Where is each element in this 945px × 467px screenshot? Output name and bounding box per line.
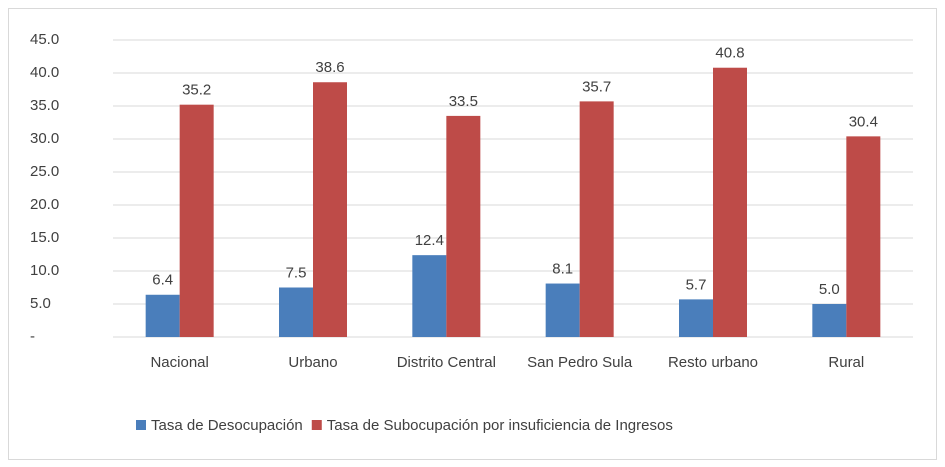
data-label: 5.0 — [819, 281, 840, 298]
bar — [145, 294, 180, 337]
legend-label: Tasa de Desocupación — [151, 417, 303, 434]
x-tick-label: San Pedro Sula — [527, 354, 633, 371]
x-tick-label: Nacional — [150, 354, 209, 371]
y-tick-label: 5.0 — [30, 295, 51, 312]
data-label: 40.8 — [715, 45, 744, 62]
bar — [812, 304, 847, 337]
bar — [412, 255, 447, 337]
data-label: 7.5 — [286, 264, 307, 281]
legend-label: Tasa de Subocupación por insuficiencia d… — [327, 417, 673, 434]
y-tick-label: 30.0 — [30, 130, 59, 147]
bar — [846, 136, 881, 337]
data-label: 38.6 — [315, 59, 344, 76]
y-tick-label: 15.0 — [30, 229, 59, 246]
y-tick-label: 20.0 — [30, 196, 59, 213]
y-tick-label: 25.0 — [30, 163, 59, 180]
y-tick-label: 40.0 — [30, 64, 59, 81]
bar — [579, 101, 614, 337]
x-tick-label: Rural — [828, 354, 865, 371]
y-tick-label: 10.0 — [30, 262, 59, 279]
legend-swatch — [136, 420, 146, 430]
data-label: 12.4 — [415, 232, 444, 249]
data-label: 5.7 — [686, 276, 707, 293]
data-label: 30.4 — [849, 113, 878, 130]
x-tick-label: Urbano — [288, 354, 338, 371]
bar — [179, 104, 214, 338]
data-label: 6.4 — [152, 272, 173, 289]
y-tick-label: 45.0 — [30, 31, 59, 48]
data-label: 35.7 — [582, 78, 611, 95]
x-tick-label: Distrito Central — [396, 354, 496, 371]
bar — [279, 287, 313, 337]
bar — [679, 299, 713, 337]
data-label: 8.1 — [552, 261, 573, 278]
bar — [713, 67, 747, 337]
legend-swatch — [311, 420, 322, 430]
x-tick-label: Resto urbano — [667, 354, 759, 371]
bar — [313, 82, 347, 338]
bar — [446, 115, 481, 338]
y-tick-label: - — [30, 328, 35, 345]
data-label: 33.5 — [449, 93, 478, 110]
y-tick-label: 35.0 — [30, 97, 59, 114]
data-label: 35.2 — [182, 82, 211, 99]
bar — [545, 283, 580, 337]
